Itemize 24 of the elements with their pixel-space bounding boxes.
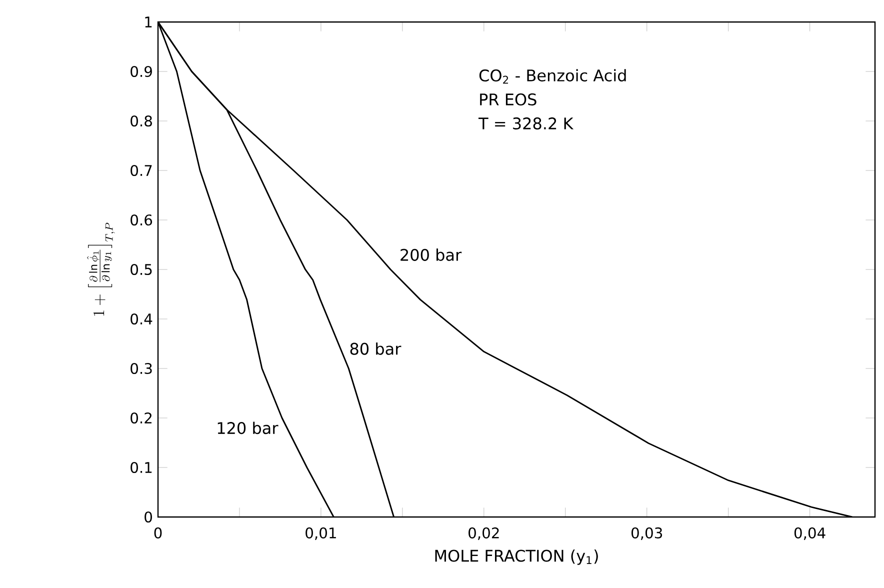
y-tick-label: 0.2 [130, 412, 152, 424]
annotation: T = 328.2 K [478, 117, 574, 130]
x-tick-label: 0,01 [306, 527, 336, 540]
annotation: PR EOS [480, 93, 536, 106]
series-label: 200 bar [400, 248, 462, 261]
x-tick-label: 0,04 [794, 527, 826, 540]
series-label: 120 bar [218, 422, 278, 434]
y-tick-label: 0.6 [130, 214, 152, 226]
y-tick-label: 1 [145, 16, 152, 28]
y-axis-title: $1+\left[\frac{\partial \ln \hat{\phi}_{1}}{\partial \ln y_{1}}\right]_{T,P}$ [86, 222, 115, 316]
y-tick-label: 0.5 [130, 264, 152, 276]
y-tick-label: 0.7 [130, 164, 152, 176]
annotation: CO$_{2}$ - Benzoic Acid [479, 69, 626, 84]
y-tick-label: 0.3 [130, 362, 152, 374]
x-tick-label: 0,02 [468, 527, 499, 540]
y-tick-label: 0.1 [130, 462, 152, 474]
y-tick-label: 0.4 [130, 313, 152, 325]
y-tick-label: 0 [144, 511, 152, 523]
series-label: 80 bar [350, 342, 402, 355]
y-tick-label: 0.9 [130, 66, 152, 78]
y-tick-label: 0.8 [130, 115, 152, 127]
x-axis-title: MOLE FRACTION (y$_{1}$) [435, 549, 598, 565]
x-tick-label: 0,03 [632, 527, 662, 540]
x-tick-label: 0 [154, 527, 162, 538]
